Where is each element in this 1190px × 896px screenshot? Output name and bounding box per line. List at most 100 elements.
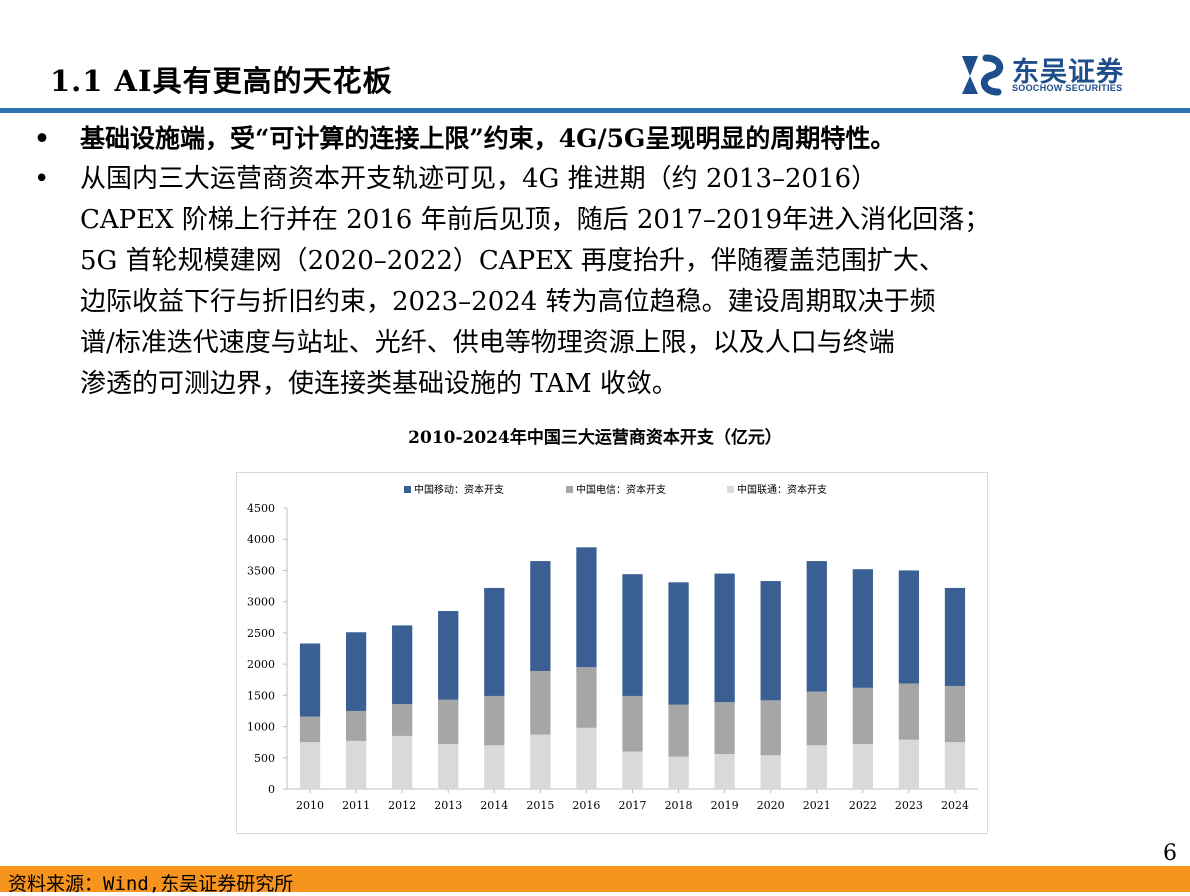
y-tick-label: 1500: [247, 689, 275, 702]
bar-segment: [484, 587, 505, 696]
bar-segment: [392, 735, 413, 789]
bar-segment: [576, 667, 597, 728]
bar-segment: [622, 574, 643, 696]
legend-swatch: [566, 486, 573, 493]
page-title: 1.1 AI具有更高的天花板: [50, 64, 393, 98]
bar-segment: [760, 700, 781, 756]
bullet-line: 从国内三大运营商资本开支轨迹可见，4G 推进期（约 2013–2016）: [80, 164, 878, 194]
x-tick-label: 2023: [895, 799, 923, 812]
bar-segment: [668, 704, 689, 757]
bar-segment: [760, 755, 781, 789]
x-tick-label: 2018: [665, 799, 693, 812]
bar-segment: [345, 632, 367, 711]
bar-segment: [714, 754, 735, 789]
bar-segment: [392, 625, 413, 705]
x-tick-label: 2013: [434, 799, 462, 812]
bar-segment: [345, 710, 367, 741]
bar-segment: [438, 699, 459, 745]
chart-title: 2010-2024年中国三大运营商资本开支（亿元）: [408, 428, 782, 448]
bar-segment: [714, 573, 735, 703]
bar-segment: [345, 740, 367, 789]
legend-swatch: [727, 486, 734, 493]
bar-segment: [299, 742, 321, 789]
bullet-list: • 基础设施端，受“可计算的连接上限”约束，4G/5G呈现明显的周期特性。 • …: [34, 118, 1174, 405]
bar-segment: [944, 685, 966, 743]
x-tick-label: 2024: [941, 799, 969, 812]
bullet-item-2: • 从国内三大运营商资本开支轨迹可见，4G 推进期（约 2013–2016） C…: [34, 159, 1174, 405]
x-tick-label: 2020: [757, 799, 785, 812]
bar-segment: [576, 727, 597, 789]
legend-swatch: [404, 486, 411, 493]
bar-segment: [944, 587, 966, 686]
bar-segment: [530, 734, 551, 789]
x-tick-label: 2016: [572, 799, 600, 812]
bar-segment: [576, 547, 597, 668]
bar-segment: [806, 745, 827, 789]
soochow-logo-icon: [962, 54, 1004, 96]
bar-segment: [806, 561, 827, 692]
bullet-line: 5G 首轮规模建网（2020–2022）CAPEX 再度抬升，伴随覆盖范围扩大、: [80, 246, 945, 276]
bar-segment: [898, 739, 920, 789]
bullet-marker: •: [34, 124, 50, 153]
header-divider: [0, 108, 1190, 113]
x-tick-label: 2022: [849, 799, 877, 812]
x-tick-label: 2010: [296, 799, 324, 812]
y-tick-label: 4000: [247, 533, 275, 546]
y-tick-label: 3500: [247, 564, 275, 577]
logo-chinese-name: 东吴证券: [1012, 57, 1124, 88]
y-tick-label: 2500: [247, 627, 275, 640]
y-tick-label: 0: [268, 783, 275, 796]
x-tick-label: 2017: [619, 799, 647, 812]
source-note: 资料来源：Wind,东吴证券研究所: [8, 873, 294, 895]
bar-segment: [668, 582, 689, 705]
bar-segment: [898, 570, 920, 684]
legend-label: 中国移动：资本开支: [414, 483, 504, 496]
bar-segment: [806, 691, 827, 746]
bar-segment: [852, 687, 873, 745]
bar-segment: [622, 695, 643, 752]
y-tick-label: 500: [254, 752, 275, 765]
bar-segment: [530, 561, 551, 671]
bar-segment: [438, 744, 459, 789]
bar-segment: [760, 581, 781, 701]
x-tick-label: 2019: [711, 799, 739, 812]
capex-stacked-bar-chart: 0 500 1000 1500 2000 2500 3000 3500 4000 4500 2010…: [236, 472, 988, 834]
bar-segment: [484, 695, 505, 746]
legend-label: 中国联通：资本开支: [737, 483, 827, 496]
bar-segment: [852, 744, 873, 789]
bar-segment: [898, 683, 920, 740]
bullet-item-1: • 基础设施端，受“可计算的连接上限”约束，4G/5G呈现明显的周期特性。: [34, 118, 1174, 159]
chart-container: 0 500 1000 1500 2000 2500 3000 3500 4000 4500 2010…: [236, 472, 988, 834]
bullet-line: 谱/标准迭代速度与站址、光纤、供电等物理资源上限，以及人口与终端: [80, 328, 895, 358]
bar-segment: [392, 704, 413, 736]
y-tick-label: 3000: [247, 596, 275, 609]
bar-segment: [530, 670, 551, 735]
footer-bar: [0, 866, 1190, 892]
bullet-line: 边际收益下行与折旧约束，2023–2024 转为高位趋稳。建设周期取决于频: [80, 287, 936, 317]
x-tick-label: 2011: [342, 799, 370, 812]
logo-english-name: SOOCHOW SECURITIES: [1012, 83, 1123, 93]
x-tick-label: 2012: [388, 799, 416, 812]
company-logo: 东吴证券 SOOCHOW SECURITIES: [958, 52, 1138, 98]
bar-segment: [438, 611, 459, 700]
x-tick-label: 2015: [526, 799, 554, 812]
bullet-line: 渗透的可测边界，使连接类基础设施的 TAM 收敛。: [80, 369, 678, 399]
bar-segment: [944, 742, 966, 789]
legend-label: 中国电信：资本开支: [576, 483, 666, 496]
page-number: 6: [1163, 841, 1177, 866]
x-tick-label: 2014: [480, 799, 508, 812]
bar-segment: [852, 569, 873, 688]
bar-segment: [668, 756, 689, 789]
bar-segment: [714, 702, 735, 755]
bar-segment: [484, 745, 505, 789]
bullet-line: CAPEX 阶梯上行并在 2016 年前后见顶，随后 2017–2019年进入消…: [80, 205, 991, 235]
y-tick-label: 2000: [247, 658, 275, 671]
bullet-text: 基础设施端，受“可计算的连接上限”约束，4G/5G呈现明显的周期特性。: [80, 124, 896, 153]
bar-segment: [622, 751, 643, 789]
bullet-marker: •: [34, 164, 50, 194]
y-tick-label: 1000: [247, 721, 275, 734]
bar-segment: [299, 716, 321, 743]
x-tick-label: 2021: [803, 799, 831, 812]
y-tick-label: 4500: [247, 502, 275, 515]
bar-segment: [299, 643, 321, 717]
